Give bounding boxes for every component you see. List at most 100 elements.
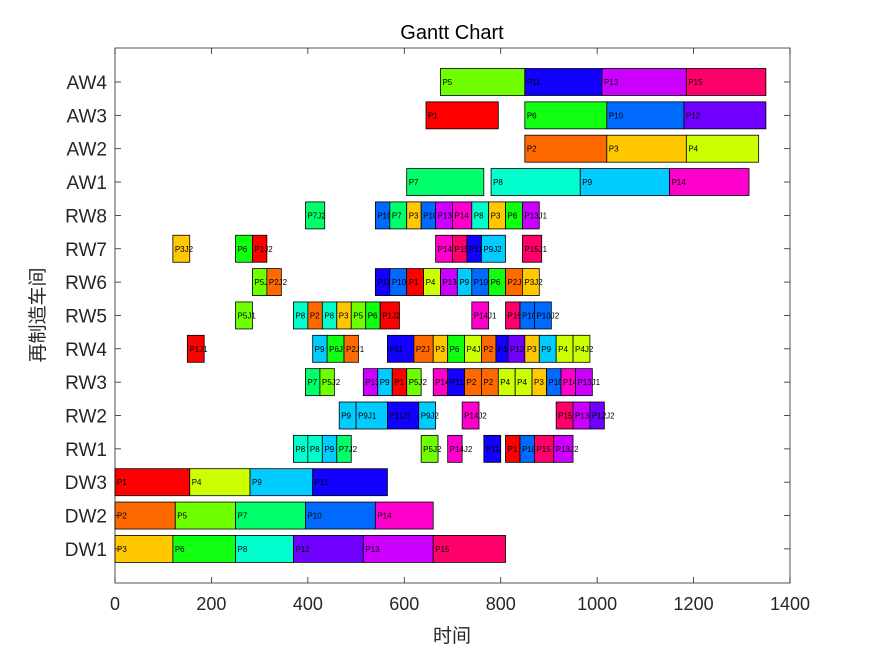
task-bar-rw2-p9: P9: [338, 401, 357, 430]
y-axis-label: 再制造车间: [27, 267, 49, 362]
task-bar-rw1-p14j2: P14J2: [447, 434, 473, 463]
task-label: P3: [491, 211, 501, 220]
task-bar-rect: [374, 501, 434, 530]
task-bar-rw2-p12j2: P12J2: [589, 401, 615, 430]
task-bar-rect: [579, 168, 670, 196]
task-bar-rect: [575, 368, 593, 397]
task-label: P3: [609, 145, 619, 154]
task-bar-dw3-p11: P11: [312, 468, 388, 497]
task-bar-rw6-p5j: P5J: [252, 268, 268, 297]
task-bar-rect: [685, 68, 767, 96]
task-label: P9: [252, 478, 262, 487]
task-label: P2J: [508, 278, 522, 287]
task-label: P13: [365, 545, 380, 554]
task-bar-rw2-p9j2: P9J2: [418, 401, 440, 430]
y-tick-label: RW5: [65, 306, 107, 327]
task-bar-rect: [524, 134, 608, 163]
task-bar-dw2-p14: P14: [374, 501, 434, 530]
task-bar-rw1-p7j2: P7J2: [336, 434, 358, 463]
task-bar-rw3-p2: P2: [464, 368, 482, 397]
task-bar-rw2-p15: P15: [555, 401, 574, 430]
task-label: P4: [517, 378, 527, 387]
task-bar-rect: [572, 334, 591, 363]
y-tick-label: RW7: [65, 240, 107, 261]
task-bar-rect: [305, 501, 376, 530]
task-bar-rw1-p8: P8: [307, 434, 323, 463]
task-label: P5J2: [409, 378, 428, 387]
y-axis-ticks: DW1 DW2 DW3 RW1 RW2 RW3 RW4 RW5 RW6 RW7 RW8 AW1 AW2 A…: [65, 73, 790, 561]
task-bar-aw1-p14: P14: [669, 168, 750, 196]
x-tick-label: 400: [293, 594, 323, 614]
task-bar-rect: [522, 234, 543, 263]
task-bar-aw2-p3: P3: [606, 134, 687, 163]
task-bar-dw3-p1: P1: [114, 468, 191, 497]
task-label: P5: [442, 78, 452, 87]
task-bar-rect: [174, 501, 236, 530]
task-label: P1: [117, 478, 127, 487]
task-label: P7: [238, 512, 248, 521]
task-label: P7J2: [339, 445, 358, 454]
task-label: P5J2: [423, 445, 442, 454]
task-label: P10: [377, 211, 392, 220]
task-bar-rw7-p9j2: P9J2: [481, 234, 506, 263]
task-label: P4: [558, 345, 568, 354]
task-bar-aw3-p12: P12: [683, 101, 767, 130]
x-axis-ticks: 0 200 400 600 800 1000 1200 1400: [110, 48, 810, 614]
task-label: P13: [438, 211, 453, 220]
task-label: P11: [469, 245, 483, 254]
task-bar-rw6-p2j2: P2J2: [266, 268, 288, 297]
task-bar-rw3-p13: P13: [362, 368, 380, 397]
task-bar-rect: [362, 535, 434, 563]
task-bar-rw8-p8: P8: [471, 201, 490, 230]
task-bar-aw4-p15: P15: [685, 68, 767, 96]
task-label: P7: [307, 378, 317, 387]
task-bar-dw2-p10: P10: [305, 501, 376, 530]
task-label: P14: [438, 245, 453, 254]
task-bar-rw5-p3: P3: [336, 301, 352, 330]
task-bar-rect: [432, 535, 506, 563]
task-bar-dw1-p15: P15: [432, 535, 506, 563]
task-label: P12: [295, 545, 310, 554]
task-label: P13J1: [577, 378, 600, 387]
x-tick-label: 1000: [577, 594, 617, 614]
task-label: P6: [527, 111, 537, 120]
task-label: P14: [671, 178, 686, 187]
task-bar-rw8-p13: P13: [435, 201, 453, 230]
task-bar-rw1-p1: P1: [505, 434, 521, 463]
task-label: P12J2: [510, 345, 533, 354]
task-bar-rw6-p2j: P2J: [505, 268, 523, 297]
task-bar-rw3-p9: P9: [377, 368, 393, 397]
task-bar-aw4-p13: P13: [601, 68, 687, 96]
chart-title: Gantt Chart: [400, 22, 504, 44]
task-label: P5: [177, 512, 187, 521]
task-label: P7: [409, 178, 419, 187]
task-label: P5J2: [322, 378, 341, 387]
task-bar-rect: [534, 301, 552, 330]
task-label: P8: [493, 178, 503, 187]
task-bar-rect: [522, 268, 540, 297]
y-tick-label: RW8: [65, 206, 107, 227]
task-label: P9J1: [358, 412, 377, 421]
task-label: P4: [426, 278, 436, 287]
task-bar-rect: [471, 301, 490, 330]
task-label: P2J1: [346, 345, 365, 354]
task-bar-aw2-p2: P2: [524, 134, 608, 163]
task-bar-rect: [189, 468, 251, 497]
task-bar-rw5-p10j2: P10J2: [534, 301, 560, 330]
task-bar-rect: [481, 234, 506, 263]
task-label: P3J2: [524, 278, 543, 287]
y-tick-label: DW3: [65, 473, 107, 494]
task-bar-rw5-p2: P2: [307, 301, 323, 330]
task-bar-dw1-p6: P6: [172, 535, 236, 563]
task-bar-rw5-p5: P5: [350, 301, 367, 330]
task-label: P8: [324, 311, 334, 320]
task-label: P7J2: [307, 211, 326, 220]
y-tick-label: RW2: [65, 407, 107, 428]
task-bar-rect: [114, 468, 191, 497]
task-label: P5: [353, 311, 363, 320]
task-bar-rw8-p3: P3: [406, 201, 422, 230]
task-label: P9: [341, 412, 351, 421]
task-bar-rect: [235, 501, 306, 530]
task-label: P4J2: [575, 345, 594, 354]
